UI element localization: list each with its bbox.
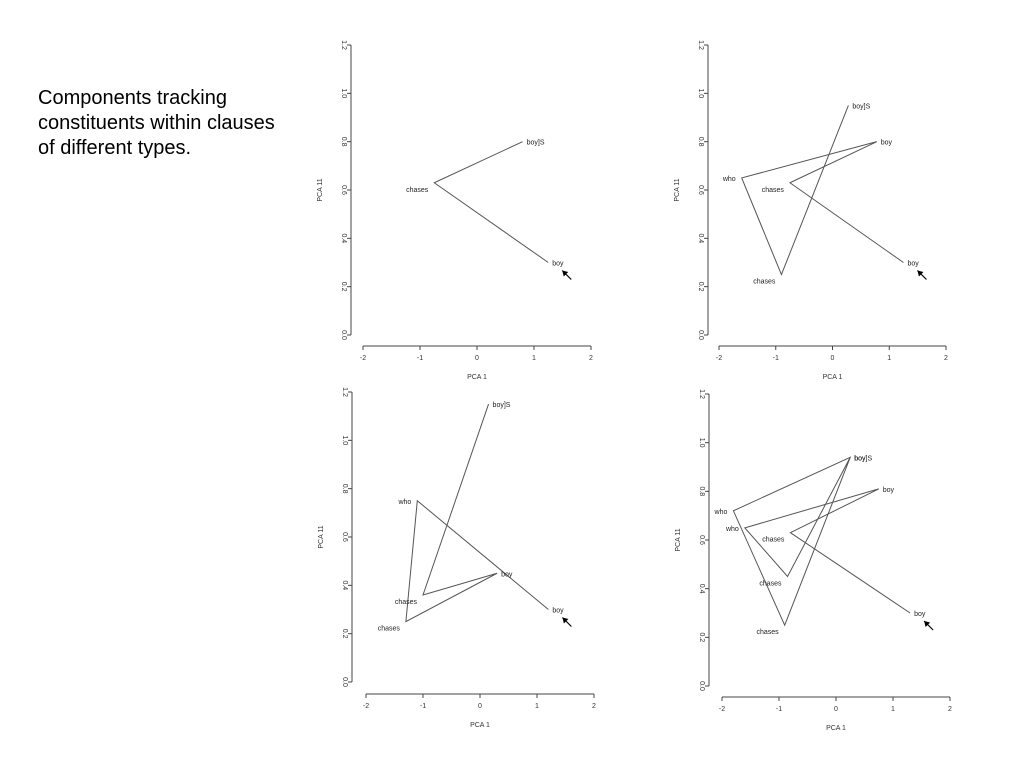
x-tick-label: 0 bbox=[834, 706, 838, 713]
end-arrow-head-icon bbox=[562, 617, 569, 624]
x-tick-label: -2 bbox=[360, 355, 366, 362]
y-tick-label: 0.4 bbox=[697, 233, 704, 243]
point-label: chases bbox=[406, 187, 429, 194]
point-label: who bbox=[714, 509, 728, 516]
y-tick-label: 0.8 bbox=[698, 486, 705, 496]
y-tick-label: 0.2 bbox=[341, 629, 348, 639]
x-tick-label: 1 bbox=[532, 355, 536, 362]
x-tick-label: 1 bbox=[887, 355, 891, 362]
y-tick-label: 0.2 bbox=[698, 632, 705, 642]
point-label: boy bbox=[883, 487, 895, 494]
y-tick-label: 0.4 bbox=[341, 580, 348, 590]
pca-plot-bottom-right: -2 -1 0 1 2 PCA 1 0.0 0.2 0.4 0.6 0.8 1.0 1.2 PCA 11 b… bbox=[675, 389, 952, 732]
y-tick-label: 0.2 bbox=[340, 282, 347, 292]
trajectory-line bbox=[732, 456, 911, 627]
point-label: chases bbox=[762, 187, 785, 194]
y-tick-label: 0.6 bbox=[697, 185, 704, 195]
end-arrow-head-icon bbox=[562, 270, 569, 277]
y-tick-label: 1.0 bbox=[341, 435, 348, 445]
trajectory-line bbox=[433, 141, 549, 263]
pca-plot-bottom-left: -2 -1 0 1 2 PCA 1 0.0 0.2 0.4 0.6 0.8 1.0 1.2 PCA 11 b… bbox=[318, 387, 596, 729]
y-tick-label: 0.6 bbox=[698, 535, 705, 545]
pca-plot-top-right: -2 -1 0 1 2 PCA 1 0.0 0.2 0.4 0.6 0.8 1.0 1.2 PCA 11 b… bbox=[674, 40, 948, 381]
x-axis-label: PCA 1 bbox=[467, 374, 487, 381]
point-label: boy]S bbox=[852, 103, 870, 110]
point-label: who bbox=[725, 526, 739, 533]
point-label: chases bbox=[378, 626, 401, 633]
point-label: chases bbox=[762, 537, 785, 544]
y-axis-label: PCA 11 bbox=[675, 528, 682, 551]
y-tick-label: 1.2 bbox=[697, 40, 704, 50]
y-tick-label: 0.2 bbox=[697, 282, 704, 292]
x-tick-label: 0 bbox=[475, 355, 479, 362]
point-label: boy]S bbox=[854, 455, 872, 462]
x-axis-label: PCA 1 bbox=[470, 722, 490, 729]
point-label: chases bbox=[757, 629, 780, 636]
point-label: chases bbox=[395, 599, 418, 606]
y-tick-label: 0.6 bbox=[341, 532, 348, 542]
x-tick-label: -1 bbox=[776, 706, 782, 713]
y-tick-label: 1.2 bbox=[698, 389, 705, 399]
point-label: boy bbox=[907, 261, 919, 268]
end-arrow-head-icon bbox=[917, 270, 924, 277]
y-tick-label: 0.0 bbox=[341, 677, 348, 687]
y-axis-label: PCA 11 bbox=[318, 525, 325, 548]
x-tick-label: -1 bbox=[417, 355, 423, 362]
x-tick-label: -1 bbox=[420, 703, 426, 710]
point-label: boy bbox=[881, 140, 893, 147]
x-tick-label: -2 bbox=[716, 355, 722, 362]
point-label: boy]S bbox=[493, 402, 511, 409]
trajectory-line bbox=[741, 105, 904, 276]
y-tick-label: 1.2 bbox=[341, 387, 348, 397]
point-label: chases bbox=[759, 581, 782, 588]
y-tick-label: 0.8 bbox=[697, 137, 704, 147]
y-tick-label: 0.0 bbox=[697, 330, 704, 340]
x-tick-label: 2 bbox=[944, 355, 948, 362]
point-label: boy]S bbox=[527, 140, 545, 147]
y-tick-label: 1.0 bbox=[698, 438, 705, 448]
y-tick-label: 0.4 bbox=[698, 584, 705, 594]
x-axis-label: PCA 1 bbox=[826, 725, 846, 732]
y-tick-label: 0.0 bbox=[340, 330, 347, 340]
end-arrow-head-icon bbox=[924, 621, 931, 627]
y-axis-label: PCA 11 bbox=[317, 178, 324, 201]
point-label: boy bbox=[552, 608, 564, 615]
point-label: boy bbox=[501, 571, 513, 578]
x-tick-label: 0 bbox=[478, 703, 482, 710]
point-label: chases bbox=[753, 279, 776, 286]
point-label: boy bbox=[552, 261, 564, 268]
slide-caption: Components tracking constituents within … bbox=[38, 87, 275, 159]
pca-plot-top-left: -2 -1 0 1 2 PCA 1 0.0 0.2 0.4 0.6 0.8 1.0 1.2 PCA 11 b… bbox=[317, 40, 593, 381]
x-tick-label: 1 bbox=[535, 703, 539, 710]
x-tick-label: -2 bbox=[719, 706, 725, 713]
y-tick-label: 0.4 bbox=[340, 233, 347, 243]
point-label: who bbox=[397, 499, 411, 506]
x-tick-label: 0 bbox=[831, 355, 835, 362]
trajectory-line bbox=[405, 403, 549, 623]
x-tick-label: 2 bbox=[592, 703, 596, 710]
y-axis-label: PCA 11 bbox=[674, 178, 681, 201]
x-tick-label: 2 bbox=[948, 706, 952, 713]
y-tick-label: 0.0 bbox=[698, 681, 705, 691]
point-label: boy bbox=[854, 455, 866, 462]
point-label: boy bbox=[914, 611, 926, 618]
x-tick-label: 1 bbox=[891, 706, 895, 713]
y-tick-label: 1.0 bbox=[697, 88, 704, 98]
x-tick-label: -2 bbox=[363, 703, 369, 710]
x-tick-label: 2 bbox=[589, 355, 593, 362]
y-tick-label: 0.8 bbox=[341, 484, 348, 494]
y-tick-label: 1.0 bbox=[340, 88, 347, 98]
y-tick-label: 0.6 bbox=[340, 185, 347, 195]
y-tick-label: 1.2 bbox=[340, 40, 347, 50]
x-tick-label: -1 bbox=[773, 355, 779, 362]
y-tick-label: 0.8 bbox=[340, 137, 347, 147]
point-label: who bbox=[722, 176, 736, 183]
x-axis-label: PCA 1 bbox=[823, 374, 843, 381]
